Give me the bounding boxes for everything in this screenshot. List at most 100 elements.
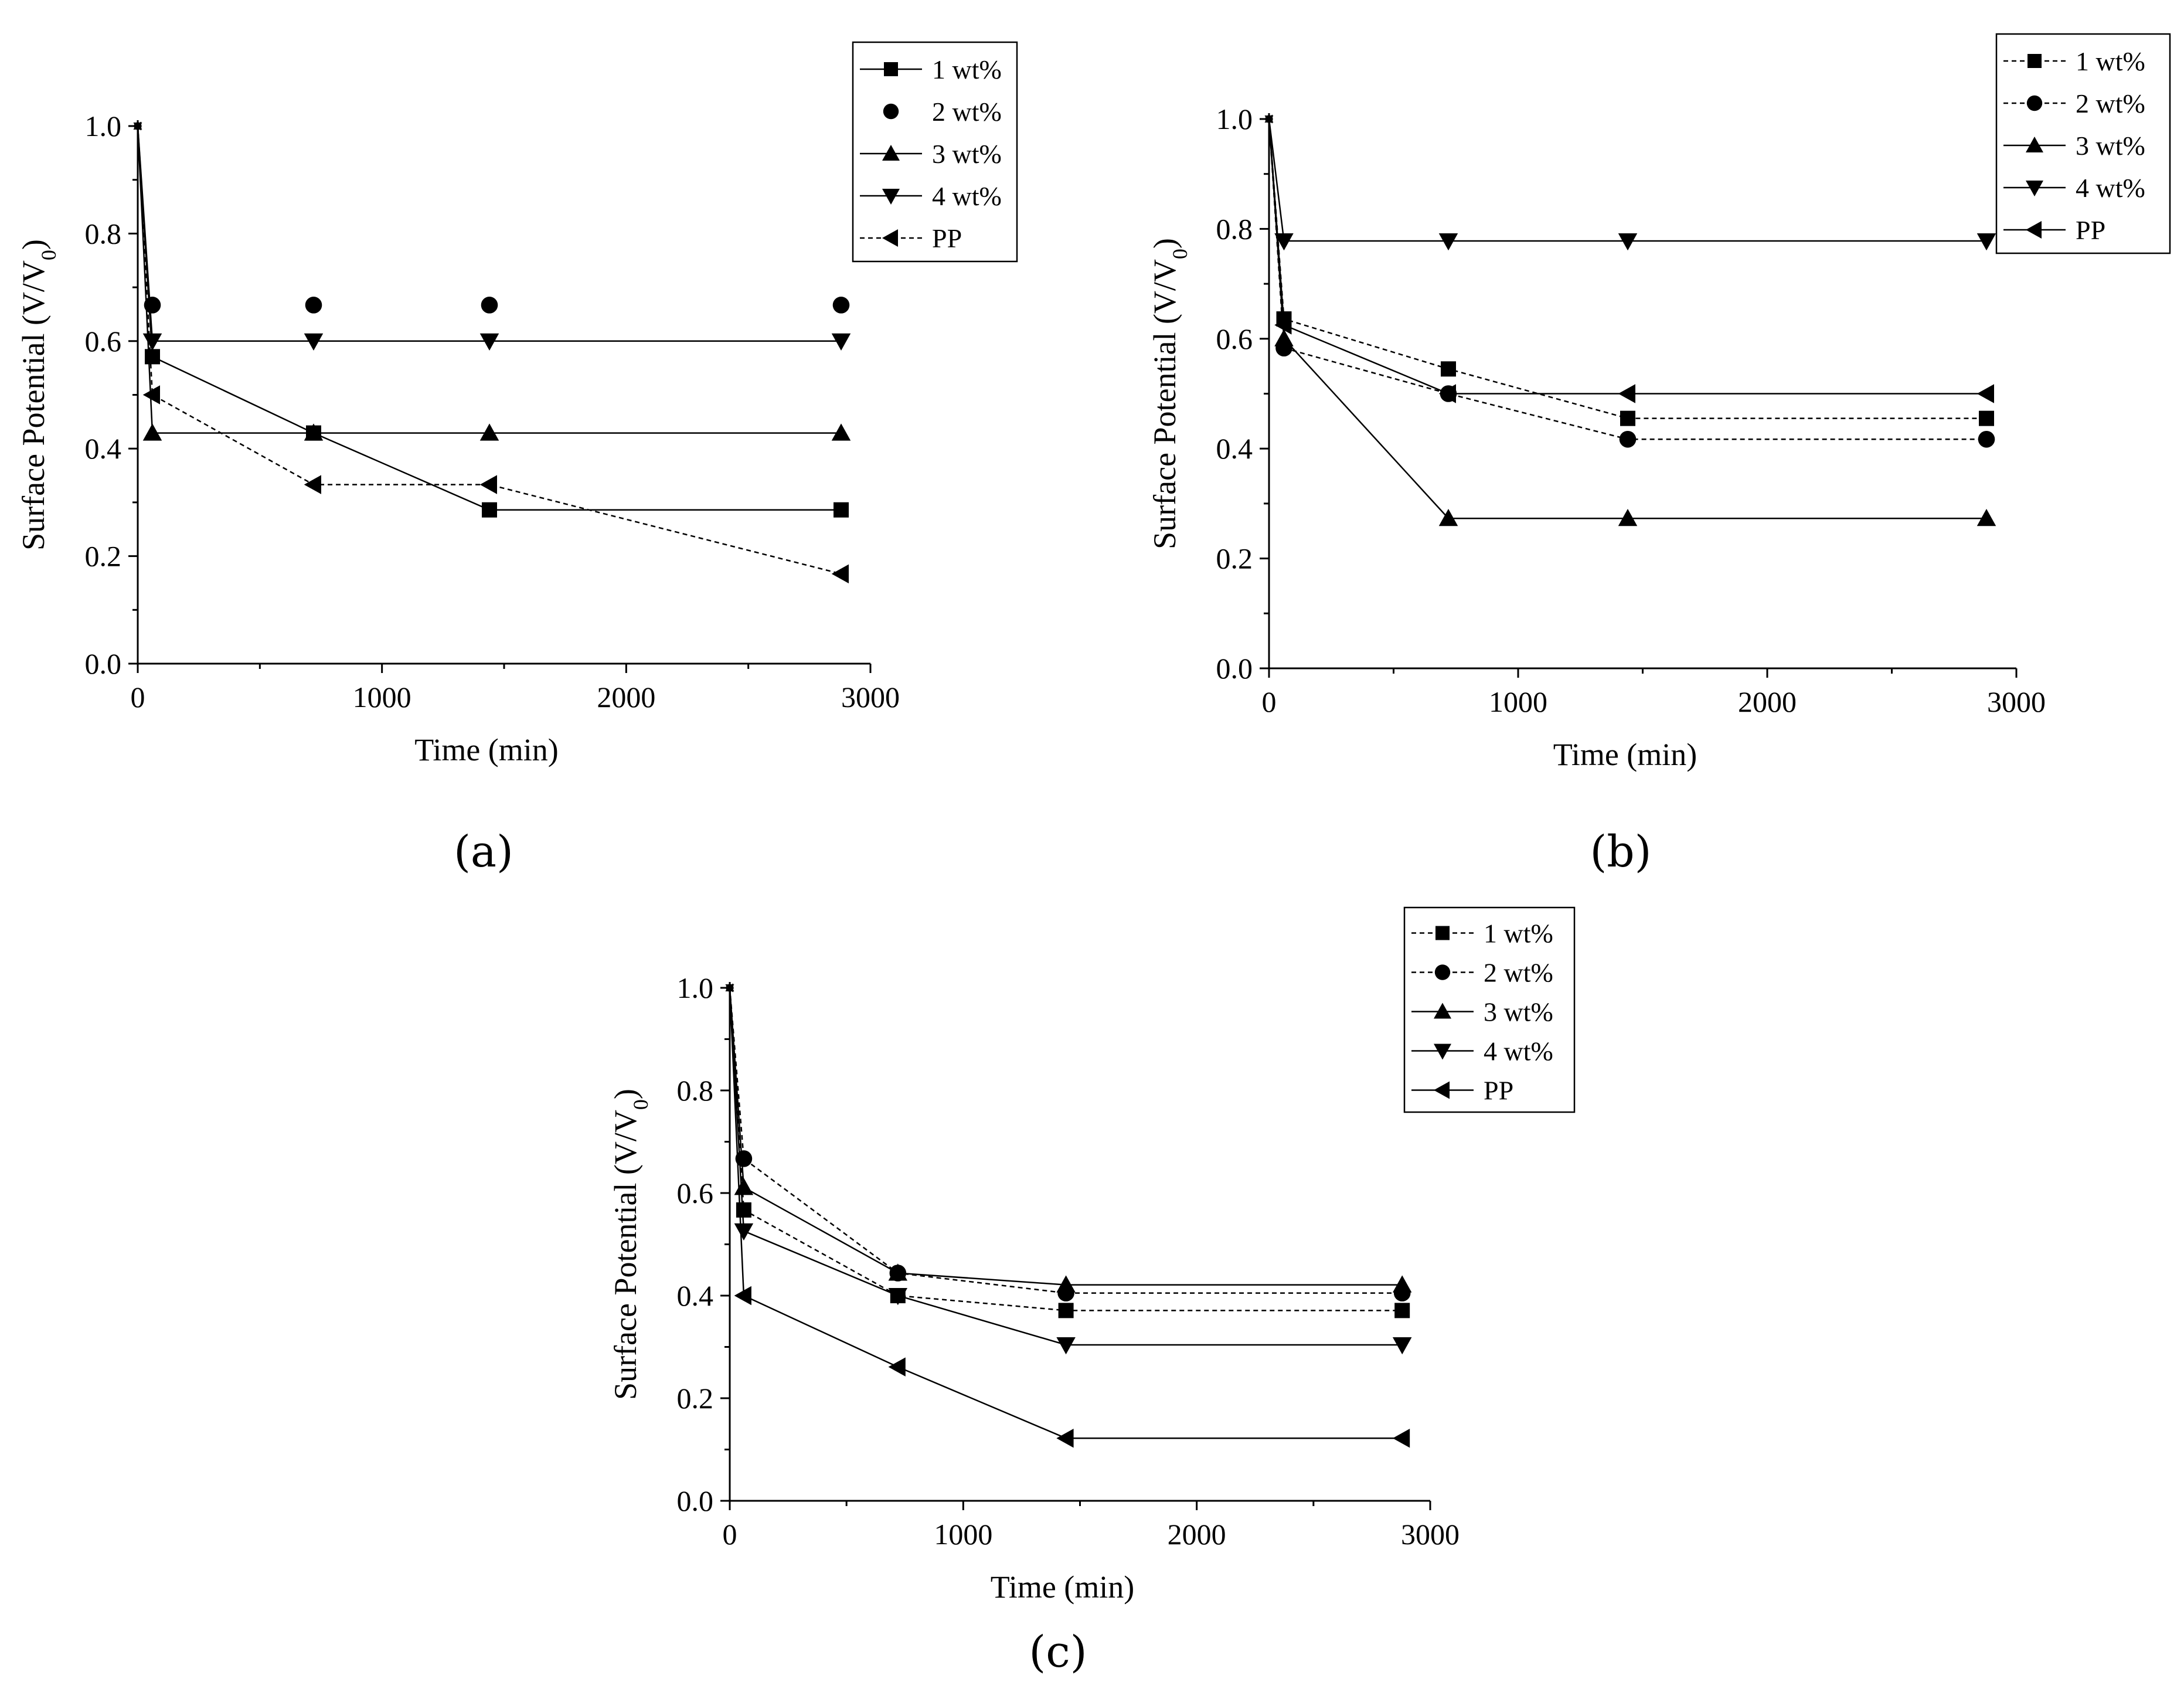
chart-b-svg: 0 1000 2000 3000 0.0 0.2 0.4 0.6 0.8 1.0 Time (min…: [1147, 33, 2171, 772]
y-axis-title-close: ): [16, 239, 51, 250]
legend: 1 wt% 2 wt% 3 wt% 4 wt% PP: [1995, 33, 2171, 254]
chart-panel-a: 0 1000 2000 3000 0.0 0.2 0.4 0.6 0.8 1.0 Time (min…: [0, 0, 1090, 832]
y-axis-title: Surface Potential (V/V0): [608, 1089, 652, 1400]
series-line-3: [1268, 118, 1986, 519]
y-tick-label: 0.8: [677, 1074, 714, 1107]
series-3: [725, 983, 1412, 1293]
chart-c-svg: 0 1000 2000 3000 0.0 0.2 0.4 0.6 0.8 1.0 Time (min…: [608, 906, 1576, 1605]
y-tick-label: 0.4: [85, 432, 122, 465]
y-tick-label: 0.2: [677, 1382, 714, 1415]
y-axis-title-subscript: 0: [629, 1099, 652, 1110]
data-point-c-1: [1394, 1303, 1410, 1318]
legend-label: PP: [932, 223, 962, 253]
data-point-c-3: [888, 1263, 908, 1281]
data-point-c-3: [734, 1178, 754, 1195]
data-point-b-5: [1274, 315, 1292, 335]
data-point-b-4: [1438, 233, 1458, 251]
x-tick-label: 3000: [841, 681, 900, 713]
series-4: [133, 123, 851, 351]
x-tick-label: 2000: [1168, 1518, 1226, 1551]
legend-marker: [883, 103, 899, 120]
y-tick-label: 0.8: [85, 217, 122, 250]
data-point-b-2: [1978, 430, 1995, 448]
x-tick-label: 2000: [1738, 685, 1797, 718]
legend: 1 wt% 2 wt% 3 wt% 4 wt% PP: [852, 41, 1018, 263]
y-tick-label: 0.2: [85, 540, 122, 573]
series-3: [133, 121, 851, 441]
legend-marker: [2026, 221, 2042, 239]
y-axis-title-main: Surface Potential (V/V: [1147, 259, 1182, 549]
chart-a-svg: 0 1000 2000 3000 0.0 0.2 0.4 0.6 0.8 1.0 Time (min…: [16, 41, 1018, 767]
data-point-b-1: [1620, 410, 1635, 426]
data-point-a-1: [145, 349, 160, 365]
data-point-b-3: [1618, 508, 1638, 526]
legend-label: 4 wt%: [2076, 173, 2145, 203]
series-2: [134, 122, 850, 314]
data-point-b-5: [1618, 384, 1635, 403]
data-point-c-4: [1392, 1337, 1412, 1355]
data-point-c-1: [1058, 1303, 1074, 1318]
data-point-c-4: [734, 1223, 754, 1241]
data-point-c-5: [888, 1357, 906, 1377]
data-point-a-3: [831, 423, 851, 441]
y-axis-title: Surface Potential (V/V0): [16, 239, 60, 550]
data-point-b-4: [1274, 233, 1294, 251]
data-point-b-3: [1977, 508, 1996, 526]
legend-marker: [1435, 926, 1450, 940]
data-point-a-2: [305, 297, 322, 314]
chart-panel-c: 0 1000 2000 3000 0.0 0.2 0.4 0.6 0.8 1.0 Time (min…: [586, 879, 1641, 1636]
legend-label: PP: [1484, 1076, 1513, 1106]
x-axis-title: Time (min): [991, 1569, 1135, 1605]
data-point-a-4: [479, 333, 499, 351]
legend-label: 1 wt%: [1484, 919, 1553, 949]
legend-marker: [882, 145, 900, 161]
y-axis-title-main: Surface Potential (V/V: [608, 1110, 643, 1400]
series-1: [726, 984, 1410, 1318]
y-tick-label: 1.0: [677, 971, 714, 1004]
data-point-a-5: [304, 475, 321, 494]
legend-marker: [1434, 1044, 1451, 1060]
legend-marker: [2026, 137, 2043, 152]
x-tick-label: 2000: [597, 681, 655, 713]
legend-label: 3 wt%: [932, 139, 1002, 169]
data-point-b-3: [1274, 329, 1294, 346]
series-4: [1264, 115, 1996, 251]
data-point-c-5: [1392, 1429, 1410, 1448]
y-axis-title-close: ): [608, 1089, 643, 1099]
data-point-c-3: [1056, 1275, 1076, 1293]
data-point-a-2: [481, 297, 498, 314]
legend-label: 2 wt%: [2076, 89, 2145, 118]
y-tick-label: 0.8: [1216, 212, 1253, 245]
x-tick-label: 1000: [1489, 685, 1547, 718]
legend-marker: [2026, 181, 2043, 196]
data-point-a-4: [831, 333, 851, 351]
data-point-a-2: [832, 297, 850, 314]
series-line-5: [729, 987, 1403, 1439]
series-5: [1264, 114, 1994, 403]
data-point-c-3: [1392, 1275, 1412, 1293]
legend-label: PP: [2076, 215, 2105, 245]
legend-label: 3 wt%: [1484, 997, 1553, 1027]
data-point-b-5: [1264, 114, 1273, 124]
series-line-2: [729, 987, 1403, 1294]
data-point-b-1: [1441, 361, 1456, 377]
legend-label: 1 wt%: [2076, 46, 2145, 76]
y-axis-title-close: ): [1147, 238, 1182, 249]
y-tick-label: 1.0: [1216, 103, 1253, 135]
series-line-4: [1268, 118, 1986, 242]
data-point-b-5: [1438, 384, 1456, 403]
legend-marker: [882, 229, 898, 247]
y-tick-label: 0.0: [1216, 652, 1253, 685]
legend-label: 2 wt%: [1484, 958, 1553, 988]
data-point-a-5: [142, 385, 160, 405]
legend-marker: [1434, 1002, 1451, 1019]
x-tick-label: 0: [1262, 685, 1277, 718]
legend-marker: [2026, 95, 2043, 111]
legend-marker: [1434, 1081, 1450, 1099]
data-point-b-4: [1618, 233, 1638, 251]
data-point-b-2: [1619, 430, 1637, 448]
y-tick-label: 0.6: [1216, 322, 1253, 355]
x-tick-label: 0: [723, 1518, 737, 1551]
data-point-c-4: [1056, 1337, 1076, 1355]
